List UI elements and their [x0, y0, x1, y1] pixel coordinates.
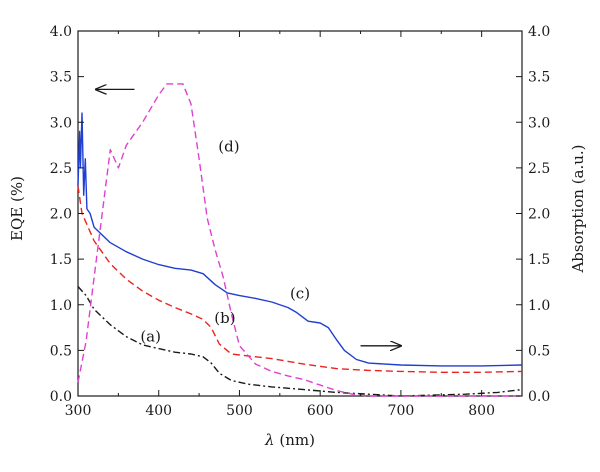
- y-left-tick-label: 3.0: [50, 115, 72, 131]
- y-left-tick-label: 1.5: [50, 252, 72, 268]
- y-axis-left-label: EQE (%): [8, 176, 26, 241]
- y-right-tick-label: 2.0: [528, 207, 550, 223]
- curve-label-c: (c): [290, 284, 310, 302]
- y-right-tick-label: 1.5: [528, 252, 550, 268]
- y-left-tick-label: 2.5: [50, 161, 72, 177]
- series-line-b: [77, 185, 523, 373]
- x-axis-symbol: λ: [264, 431, 275, 449]
- labels-layer: EQE (%) Absorption (a.u.) λ (nm): [8, 144, 587, 449]
- x-tick-label: 300: [65, 403, 92, 419]
- y-left-tick-label: 3.5: [50, 70, 72, 86]
- x-tick-label: 700: [388, 403, 415, 419]
- y-left-tick-label: 2.0: [50, 207, 72, 223]
- x-axis-unit: (nm): [279, 431, 315, 449]
- y-right-tick-label: 1.0: [528, 298, 550, 314]
- y-right-tick-label: 2.5: [528, 161, 550, 177]
- y-right-tick-label: 0.5: [528, 343, 550, 359]
- y-right-tick-label: 3.5: [528, 70, 550, 86]
- y-left-tick-label: 4.0: [50, 24, 72, 40]
- x-tick-label: 600: [307, 403, 334, 419]
- y-left-tick-label: 0.5: [50, 343, 72, 359]
- series-line-c: [77, 112, 523, 367]
- x-tick-label: 500: [226, 403, 253, 419]
- y-right-tick-label: 4.0: [528, 24, 550, 40]
- ticks-layer: 300 400 500 600 700 800 0.0 0.0 0.5 0.5 1.0 1.0 1.5 1…: [50, 24, 551, 419]
- y-axis-right-label: Absorption (a.u.): [569, 144, 587, 273]
- curve-label-a: (a): [140, 327, 161, 345]
- x-tick-label: 800: [468, 403, 495, 419]
- series-line-a: [77, 286, 523, 397]
- curve-label-d: (d): [218, 137, 239, 155]
- curve-label-b: (b): [214, 309, 235, 327]
- x-tick-label: 400: [145, 403, 172, 419]
- y-right-tick-label: 0.0: [528, 389, 550, 405]
- series-line-d: [77, 83, 522, 397]
- annotation-layer: (a) (b) (c) (d): [96, 89, 401, 345]
- series-layer: [77, 83, 523, 397]
- y-left-tick-label: 0.0: [50, 389, 72, 405]
- x-axis-label: λ (nm): [264, 431, 315, 449]
- y-right-tick-label: 3.0: [528, 115, 550, 131]
- y-left-tick-label: 1.0: [50, 298, 72, 314]
